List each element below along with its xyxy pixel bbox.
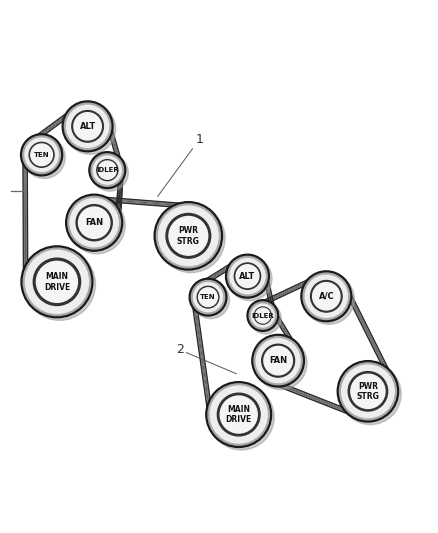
Circle shape (67, 106, 109, 147)
Text: MAIN
DRIVE: MAIN DRIVE (226, 405, 252, 424)
Circle shape (236, 265, 259, 287)
Circle shape (91, 154, 124, 187)
Circle shape (261, 344, 294, 377)
Circle shape (74, 112, 101, 140)
Circle shape (313, 282, 340, 310)
Circle shape (25, 251, 88, 313)
Circle shape (159, 206, 218, 265)
Text: TEN: TEN (200, 294, 216, 300)
Circle shape (348, 372, 388, 411)
Circle shape (303, 273, 350, 319)
Circle shape (66, 194, 123, 251)
Circle shape (72, 110, 103, 142)
Circle shape (301, 271, 352, 322)
Circle shape (217, 393, 260, 436)
Circle shape (254, 337, 307, 390)
Text: PWR
STRG: PWR STRG (357, 382, 379, 401)
Circle shape (208, 384, 269, 445)
Circle shape (189, 278, 227, 316)
Circle shape (251, 304, 274, 327)
Circle shape (252, 334, 304, 387)
Text: MAIN
DRIVE: MAIN DRIVE (44, 272, 70, 292)
Circle shape (197, 286, 219, 308)
Circle shape (342, 365, 394, 418)
Circle shape (98, 161, 117, 179)
Circle shape (92, 155, 128, 191)
Circle shape (256, 339, 300, 383)
Circle shape (36, 261, 78, 302)
Circle shape (208, 384, 274, 450)
Circle shape (249, 302, 276, 329)
Text: 2: 2 (176, 343, 237, 374)
Circle shape (93, 156, 121, 184)
Circle shape (65, 103, 116, 155)
Circle shape (70, 199, 118, 247)
Circle shape (23, 136, 60, 174)
Circle shape (24, 248, 95, 320)
Circle shape (339, 363, 396, 420)
Circle shape (64, 103, 111, 150)
Circle shape (68, 197, 125, 254)
Circle shape (305, 275, 347, 317)
Circle shape (191, 280, 225, 314)
Text: A/C: A/C (318, 292, 334, 301)
Circle shape (23, 248, 91, 316)
Text: ALT: ALT (239, 272, 256, 281)
Circle shape (62, 101, 113, 152)
Circle shape (234, 263, 261, 289)
Circle shape (154, 201, 223, 270)
Circle shape (220, 396, 257, 433)
Text: 1: 1 (158, 133, 203, 197)
Circle shape (89, 152, 126, 189)
Text: TEN: TEN (34, 152, 49, 158)
Text: ALT: ALT (79, 122, 96, 131)
Circle shape (194, 282, 223, 312)
Circle shape (23, 136, 65, 179)
Circle shape (97, 159, 118, 181)
Circle shape (33, 258, 81, 305)
Circle shape (199, 288, 217, 306)
Circle shape (206, 382, 272, 447)
Circle shape (264, 346, 293, 375)
Text: FAN: FAN (85, 218, 103, 227)
Circle shape (21, 246, 93, 318)
Circle shape (304, 273, 354, 324)
Circle shape (340, 364, 401, 425)
Circle shape (351, 374, 385, 408)
Circle shape (250, 302, 281, 334)
Text: FAN: FAN (269, 356, 287, 365)
Circle shape (254, 307, 271, 324)
Circle shape (157, 204, 225, 273)
Circle shape (156, 204, 220, 268)
Circle shape (247, 300, 279, 332)
Circle shape (192, 281, 230, 319)
Circle shape (21, 134, 63, 176)
Circle shape (228, 257, 272, 301)
Circle shape (337, 361, 399, 422)
Text: PWR
STRG: PWR STRG (177, 226, 200, 246)
Circle shape (255, 308, 270, 323)
Circle shape (254, 336, 302, 385)
Circle shape (25, 138, 58, 172)
Circle shape (230, 259, 265, 294)
Circle shape (228, 256, 267, 296)
Circle shape (226, 254, 269, 298)
Circle shape (68, 197, 120, 249)
Circle shape (31, 144, 53, 166)
Circle shape (311, 280, 342, 312)
Text: IDLER: IDLER (96, 167, 119, 173)
Circle shape (78, 207, 110, 238)
Circle shape (166, 214, 211, 258)
Circle shape (169, 216, 208, 255)
Circle shape (76, 205, 112, 241)
Circle shape (29, 142, 54, 167)
Text: IDLER: IDLER (251, 312, 274, 319)
Circle shape (210, 386, 267, 443)
